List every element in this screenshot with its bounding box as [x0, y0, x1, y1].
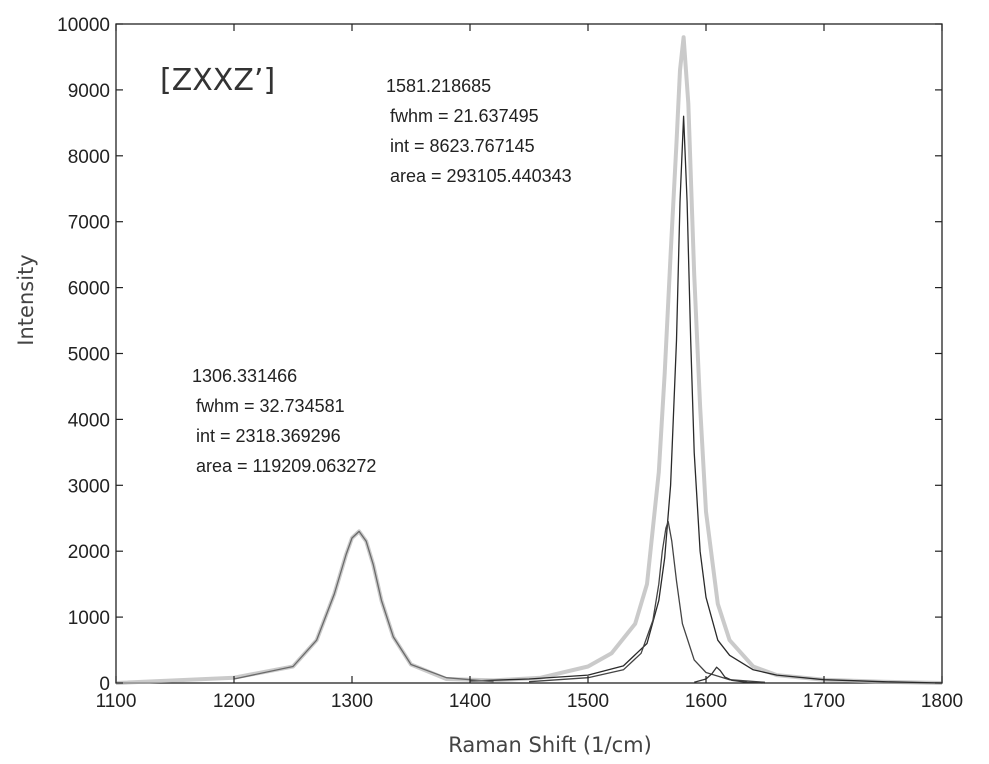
peak-1306-annotation: 1306.331466 fwhm = 32.734581 int = 2318.…	[192, 366, 376, 476]
peak-1581-area: area = 293105.440343	[390, 166, 572, 186]
x-tick-label: 1500	[567, 691, 609, 712]
y-tick-label: 2000	[68, 542, 110, 563]
y-tick-label: 8000	[68, 147, 110, 168]
y-tick-label: 5000	[68, 345, 110, 366]
series-line-1	[469, 115, 943, 684]
series-line-2	[528, 520, 766, 683]
x-tick-label: 1100	[96, 691, 137, 712]
x-tick-label: 1800	[921, 691, 963, 712]
y-tick-label: 1000	[68, 608, 110, 629]
y-tick-label: 9000	[68, 81, 110, 102]
y-tick-label: 0	[99, 674, 110, 695]
peak-1581-annotation: 1581.218685 fwhm = 21.637495 int = 8623.…	[386, 76, 572, 186]
polarization-label: [ZXXZ’]	[160, 63, 275, 98]
y-tick-label: 4000	[68, 410, 110, 431]
x-tick-label: 1200	[213, 691, 255, 712]
peak-1306-area: area = 119209.063272	[196, 456, 376, 476]
y-tick-label: 6000	[68, 279, 110, 300]
series-line-4	[694, 666, 766, 684]
y-tick-label: 7000	[68, 213, 110, 234]
y-tick-label: 3000	[68, 476, 110, 497]
y-tick-label: 10000	[57, 15, 110, 36]
peak-1306-position: 1306.331466	[192, 366, 297, 386]
x-tick-label: 1300	[331, 691, 373, 712]
peak-1581-int: int = 8623.767145	[390, 136, 535, 156]
x-tick-label: 1400	[449, 691, 491, 712]
x-tick-label: 1600	[685, 691, 727, 712]
series-line-0	[115, 35, 943, 685]
x-tick-label: 1700	[803, 691, 845, 712]
y-axis-title: Intensity	[14, 254, 38, 345]
peak-1581-position: 1581.218685	[386, 76, 491, 96]
series-line-3	[233, 530, 494, 683]
peak-1306-int: int = 2318.369296	[196, 426, 341, 446]
peak-1306-fwhm: fwhm = 32.734581	[196, 396, 345, 416]
peak-1581-fwhm: fwhm = 21.637495	[390, 106, 539, 126]
x-axis-title: Raman Shift (1/cm)	[448, 733, 652, 757]
